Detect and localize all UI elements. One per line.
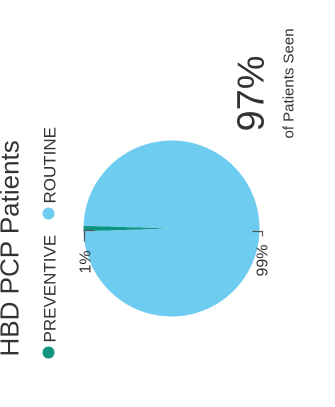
data-label-preventive: 1% — [78, 250, 95, 273]
pie-slice-routine — [83, 140, 260, 317]
legend-marker-preventive — [42, 346, 55, 359]
legend-label-routine: ROUTINE — [41, 127, 60, 204]
chart-legend: PREVENTIVE ROUTINE — [41, 127, 60, 359]
legend-label-preventive: PREVENTIVE — [41, 235, 60, 343]
data-label-routine: 99% — [255, 244, 272, 276]
stat-value: 97% — [231, 55, 273, 131]
chart-title: HBD PCP Patients — [0, 140, 25, 356]
pie-slices — [83, 140, 260, 317]
pie-slice-preventive — [83, 225, 172, 232]
leader-line-routine — [252, 230, 264, 237]
stat-caption: of Patients Seen — [281, 28, 298, 138]
legend-marker-routine — [42, 207, 55, 220]
